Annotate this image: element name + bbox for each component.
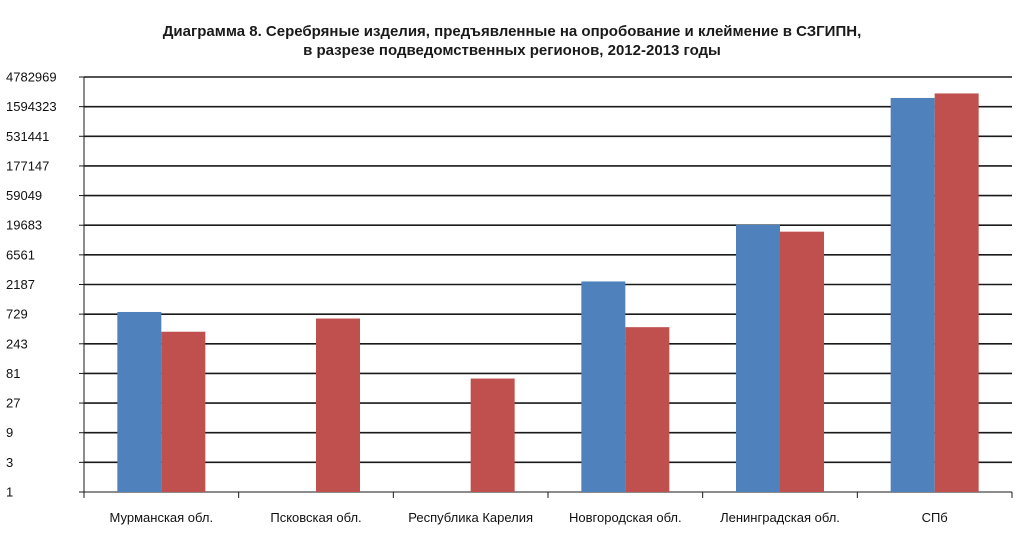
bar-series1 [117, 311, 162, 492]
bar-series2 [470, 378, 515, 492]
y-tick-label: 1594323 [6, 99, 57, 114]
chart-title: Диаграмма 8. Серебряные изделия, предъяв… [0, 22, 1024, 60]
y-tick-label: 4782969 [6, 70, 57, 85]
y-tick-label: 1 [6, 485, 13, 500]
y-tick-label: 9 [6, 425, 13, 440]
category-label: Псковская обл. [270, 510, 361, 525]
bar-series2 [780, 231, 824, 493]
category-label: СПб [922, 510, 948, 525]
bar-series2 [161, 331, 206, 492]
y-tick-label: 531441 [6, 129, 49, 144]
y-tick-label: 59049 [6, 188, 42, 203]
bar-series1 [890, 97, 935, 492]
y-tick-label: 2187 [6, 277, 35, 292]
bar-series1 [736, 224, 780, 492]
bar-series1 [581, 281, 626, 492]
category-label: Республика Карелия [408, 510, 533, 525]
y-tick-label: 6561 [6, 247, 35, 262]
bar-series2 [625, 327, 670, 492]
y-tick-label: 27 [6, 396, 20, 411]
category-label: Ленинградская обл. [720, 510, 840, 525]
y-tick-label: 729 [6, 307, 28, 322]
y-tick-label: 19683 [6, 218, 42, 233]
y-tick-label: 177147 [6, 158, 49, 173]
category-label: Новгородская обл. [569, 510, 682, 525]
y-tick-label: 3 [6, 455, 13, 470]
bar-series2 [316, 318, 360, 492]
chart-title-line2: в разрезе подведомственных регионов, 201… [303, 42, 721, 59]
chart-title-line1: Диаграмма 8. Серебряные изделия, предъяв… [162, 23, 862, 40]
y-tick-label: 243 [6, 336, 28, 351]
bar-series2 [934, 93, 979, 493]
category-label: Мурманская обл. [110, 510, 214, 525]
y-tick-label: 81 [6, 366, 20, 381]
